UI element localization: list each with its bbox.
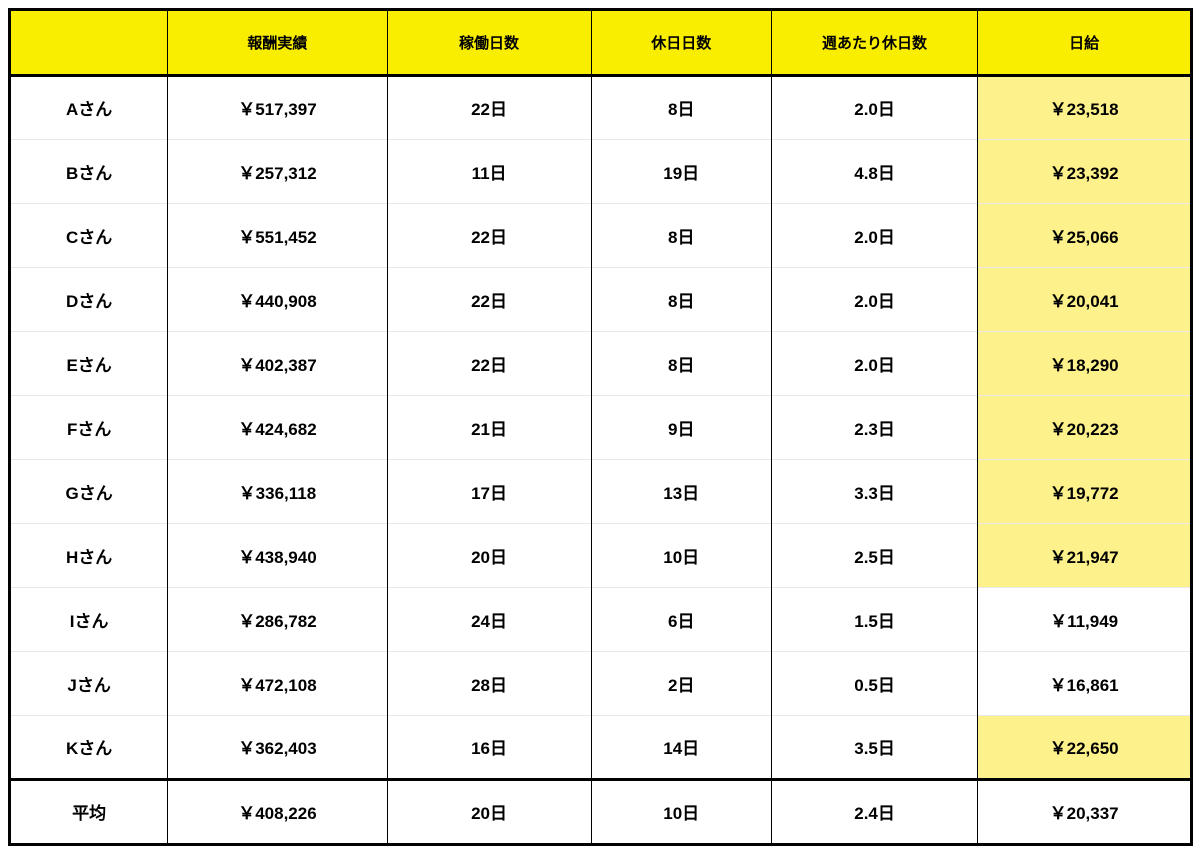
cell-off-days: 2日 bbox=[591, 651, 771, 715]
cell-week-off: 0.5日 bbox=[771, 651, 977, 715]
cell-name: Hさん bbox=[11, 523, 168, 587]
col-header-daily-rate: 日給 bbox=[978, 11, 1190, 75]
cell-work-days: 11日 bbox=[387, 139, 591, 203]
cell-name: Aさん bbox=[11, 75, 168, 139]
cell-daily-rate: ￥25,066 bbox=[978, 203, 1190, 267]
cell-week-off: 2.0日 bbox=[771, 75, 977, 139]
cell-off-days: 9日 bbox=[591, 395, 771, 459]
earnings-table: 報酬実績 稼働日数 休日日数 週あたり休日数 日給 Aさん￥517,39722日… bbox=[11, 11, 1190, 843]
cell-off-days: 8日 bbox=[591, 267, 771, 331]
cell-name: Iさん bbox=[11, 587, 168, 651]
cell-revenue: ￥336,118 bbox=[168, 459, 387, 523]
cell-revenue: ￥440,908 bbox=[168, 267, 387, 331]
table-row: Fさん￥424,68221日9日2.3日￥20,223 bbox=[11, 395, 1190, 459]
cell-week-off: 4.8日 bbox=[771, 139, 977, 203]
cell-revenue: ￥408,226 bbox=[168, 779, 387, 843]
cell-work-days: 20日 bbox=[387, 523, 591, 587]
table-row: Aさん￥517,39722日8日2.0日￥23,518 bbox=[11, 75, 1190, 139]
table-row: Dさん￥440,90822日8日2.0日￥20,041 bbox=[11, 267, 1190, 331]
cell-off-days: 6日 bbox=[591, 587, 771, 651]
cell-work-days: 17日 bbox=[387, 459, 591, 523]
col-header-off-days: 休日日数 bbox=[591, 11, 771, 75]
table-row: Gさん￥336,11817日13日3.3日￥19,772 bbox=[11, 459, 1190, 523]
cell-off-days: 8日 bbox=[591, 331, 771, 395]
cell-daily-rate: ￥20,223 bbox=[978, 395, 1190, 459]
cell-week-off: 2.3日 bbox=[771, 395, 977, 459]
cell-name: Cさん bbox=[11, 203, 168, 267]
table-row: Iさん￥286,78224日6日1.5日￥11,949 bbox=[11, 587, 1190, 651]
cell-work-days: 20日 bbox=[387, 779, 591, 843]
col-header-name bbox=[11, 11, 168, 75]
table-row: Cさん￥551,45222日8日2.0日￥25,066 bbox=[11, 203, 1190, 267]
cell-name: 平均 bbox=[11, 779, 168, 843]
cell-week-off: 3.5日 bbox=[771, 715, 977, 779]
cell-revenue: ￥551,452 bbox=[168, 203, 387, 267]
cell-daily-rate: ￥20,337 bbox=[978, 779, 1190, 843]
col-header-work-days: 稼働日数 bbox=[387, 11, 591, 75]
cell-week-off: 2.4日 bbox=[771, 779, 977, 843]
col-header-week-off: 週あたり休日数 bbox=[771, 11, 977, 75]
table-body: Aさん￥517,39722日8日2.0日￥23,518Bさん￥257,31211… bbox=[11, 75, 1190, 843]
cell-daily-rate: ￥23,392 bbox=[978, 139, 1190, 203]
cell-name: Fさん bbox=[11, 395, 168, 459]
cell-daily-rate: ￥20,041 bbox=[978, 267, 1190, 331]
cell-revenue: ￥257,312 bbox=[168, 139, 387, 203]
cell-week-off: 3.3日 bbox=[771, 459, 977, 523]
cell-revenue: ￥472,108 bbox=[168, 651, 387, 715]
table-header-row: 報酬実績 稼働日数 休日日数 週あたり休日数 日給 bbox=[11, 11, 1190, 75]
cell-revenue: ￥286,782 bbox=[168, 587, 387, 651]
table-row: Eさん￥402,38722日8日2.0日￥18,290 bbox=[11, 331, 1190, 395]
table-row: Hさん￥438,94020日10日2.5日￥21,947 bbox=[11, 523, 1190, 587]
table-row: Bさん￥257,31211日19日4.8日￥23,392 bbox=[11, 139, 1190, 203]
table-average-row: 平均￥408,22620日10日2.4日￥20,337 bbox=[11, 779, 1190, 843]
cell-week-off: 2.5日 bbox=[771, 523, 977, 587]
cell-name: Eさん bbox=[11, 331, 168, 395]
cell-revenue: ￥517,397 bbox=[168, 75, 387, 139]
cell-off-days: 8日 bbox=[591, 75, 771, 139]
cell-work-days: 21日 bbox=[387, 395, 591, 459]
cell-daily-rate: ￥21,947 bbox=[978, 523, 1190, 587]
cell-work-days: 22日 bbox=[387, 331, 591, 395]
cell-daily-rate: ￥22,650 bbox=[978, 715, 1190, 779]
cell-off-days: 14日 bbox=[591, 715, 771, 779]
cell-week-off: 2.0日 bbox=[771, 203, 977, 267]
cell-revenue: ￥438,940 bbox=[168, 523, 387, 587]
earnings-table-container: 報酬実績 稼働日数 休日日数 週あたり休日数 日給 Aさん￥517,39722日… bbox=[8, 8, 1193, 846]
cell-week-off: 1.5日 bbox=[771, 587, 977, 651]
cell-work-days: 22日 bbox=[387, 203, 591, 267]
cell-name: Gさん bbox=[11, 459, 168, 523]
col-header-revenue: 報酬実績 bbox=[168, 11, 387, 75]
cell-daily-rate: ￥11,949 bbox=[978, 587, 1190, 651]
cell-off-days: 13日 bbox=[591, 459, 771, 523]
cell-week-off: 2.0日 bbox=[771, 331, 977, 395]
table-row: Jさん￥472,10828日2日0.5日￥16,861 bbox=[11, 651, 1190, 715]
cell-name: Jさん bbox=[11, 651, 168, 715]
cell-off-days: 10日 bbox=[591, 779, 771, 843]
cell-revenue: ￥424,682 bbox=[168, 395, 387, 459]
cell-week-off: 2.0日 bbox=[771, 267, 977, 331]
cell-name: Bさん bbox=[11, 139, 168, 203]
cell-work-days: 24日 bbox=[387, 587, 591, 651]
cell-name: Dさん bbox=[11, 267, 168, 331]
cell-off-days: 19日 bbox=[591, 139, 771, 203]
cell-work-days: 22日 bbox=[387, 267, 591, 331]
cell-daily-rate: ￥19,772 bbox=[978, 459, 1190, 523]
cell-revenue: ￥362,403 bbox=[168, 715, 387, 779]
cell-daily-rate: ￥16,861 bbox=[978, 651, 1190, 715]
cell-off-days: 8日 bbox=[591, 203, 771, 267]
cell-off-days: 10日 bbox=[591, 523, 771, 587]
cell-work-days: 28日 bbox=[387, 651, 591, 715]
cell-daily-rate: ￥18,290 bbox=[978, 331, 1190, 395]
cell-work-days: 16日 bbox=[387, 715, 591, 779]
cell-daily-rate: ￥23,518 bbox=[978, 75, 1190, 139]
table-row: Kさん￥362,40316日14日3.5日￥22,650 bbox=[11, 715, 1190, 779]
cell-name: Kさん bbox=[11, 715, 168, 779]
cell-revenue: ￥402,387 bbox=[168, 331, 387, 395]
cell-work-days: 22日 bbox=[387, 75, 591, 139]
